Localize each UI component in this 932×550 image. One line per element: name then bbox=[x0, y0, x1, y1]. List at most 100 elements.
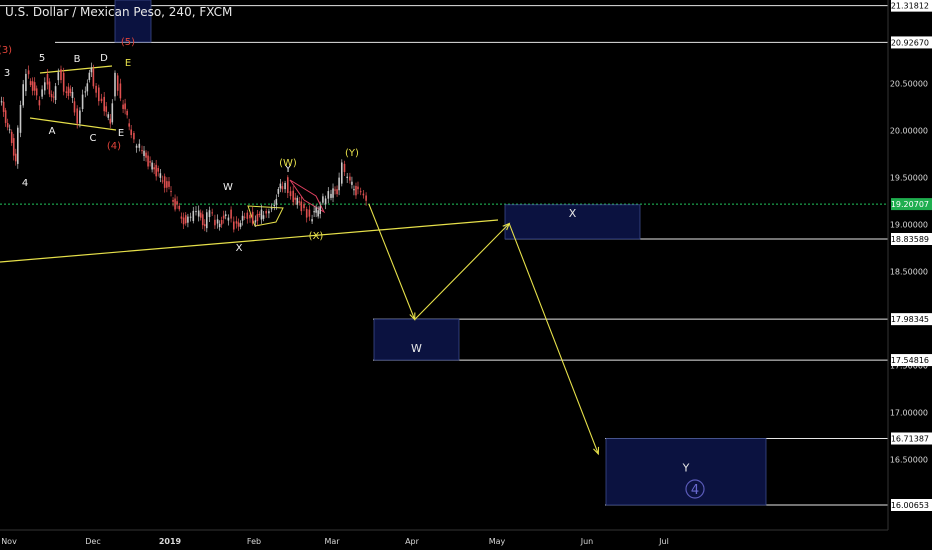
candle-body bbox=[122, 104, 124, 109]
candle-body bbox=[197, 210, 200, 217]
candle-body bbox=[284, 182, 286, 190]
time-tick-label: Feb bbox=[247, 537, 261, 546]
candle-body bbox=[322, 196, 324, 203]
candle-body bbox=[249, 215, 251, 219]
candle-body bbox=[365, 195, 367, 201]
candle-body bbox=[243, 216, 246, 218]
candle-body bbox=[2, 101, 5, 112]
projection-path bbox=[368, 203, 599, 455]
candle-body bbox=[199, 212, 202, 218]
candle-body bbox=[230, 209, 232, 219]
candle-body bbox=[38, 100, 41, 106]
candle-body bbox=[50, 94, 53, 98]
candle-body bbox=[330, 193, 332, 198]
candle-body bbox=[141, 150, 143, 152]
time-tick-label: Apr bbox=[405, 537, 420, 546]
candle-body bbox=[73, 101, 76, 113]
target-zone-label: W bbox=[411, 342, 422, 355]
candle-body bbox=[143, 150, 145, 156]
candle-body bbox=[114, 72, 116, 97]
candle-body bbox=[256, 214, 259, 221]
time-tick-label: Mar bbox=[324, 537, 340, 546]
candle-body bbox=[31, 81, 34, 91]
candle-body bbox=[355, 185, 357, 196]
candle-body bbox=[251, 211, 254, 224]
candle-body bbox=[277, 189, 280, 194]
candle-body bbox=[138, 143, 141, 148]
candle-body bbox=[211, 212, 213, 214]
candle-body bbox=[111, 103, 114, 123]
candle-body bbox=[300, 201, 303, 212]
wave-label: D bbox=[100, 53, 108, 64]
candle-body bbox=[353, 189, 355, 191]
candle-body bbox=[294, 197, 297, 200]
candle-body bbox=[172, 199, 174, 202]
wave-label: C bbox=[90, 133, 97, 144]
candle-body bbox=[81, 94, 84, 110]
long-trendline bbox=[0, 219, 499, 263]
time-tick-label: Jul bbox=[658, 537, 669, 546]
chart-title: U.S. Dollar / Mexican Peso, 240, FXCM bbox=[5, 5, 232, 19]
candle-body bbox=[163, 176, 166, 188]
candle-body bbox=[174, 198, 176, 210]
price-level-badge bbox=[891, 0, 932, 12]
candle-body bbox=[161, 180, 164, 182]
candle-body bbox=[41, 89, 43, 97]
candle-body bbox=[224, 214, 227, 216]
candle-body bbox=[103, 96, 105, 112]
candle-body bbox=[349, 176, 351, 181]
target-zone-label: Y bbox=[682, 462, 690, 475]
candle-body bbox=[29, 81, 32, 86]
candle-body bbox=[336, 189, 338, 195]
candle-body bbox=[311, 219, 313, 222]
candle-body bbox=[147, 155, 149, 167]
candle-body bbox=[265, 210, 267, 214]
wave-label: X bbox=[236, 243, 243, 254]
price-tick-label: 17.50000 bbox=[890, 362, 928, 371]
candle-body bbox=[27, 70, 30, 75]
candle-body bbox=[334, 189, 336, 191]
current-price-badge bbox=[891, 198, 932, 211]
candle-body bbox=[76, 108, 78, 124]
price-level-badge bbox=[891, 354, 932, 367]
candle-body bbox=[246, 212, 249, 219]
candle-body bbox=[166, 181, 168, 188]
candle-body bbox=[178, 205, 181, 210]
candle-body bbox=[60, 69, 62, 81]
candle-body bbox=[79, 110, 81, 124]
target-zone-box bbox=[605, 438, 767, 506]
candle-body bbox=[298, 201, 301, 203]
wave-label: (W) bbox=[279, 158, 297, 169]
candle-body bbox=[12, 138, 15, 156]
candle-body bbox=[10, 131, 13, 144]
candle-body bbox=[324, 198, 327, 205]
wave-label: (4) bbox=[107, 141, 121, 152]
candle-body bbox=[216, 219, 219, 224]
candle-body bbox=[187, 216, 189, 223]
candle-body bbox=[233, 221, 235, 230]
price-level-badge bbox=[891, 233, 932, 245]
candle-body bbox=[182, 217, 185, 225]
candle-body bbox=[195, 211, 197, 213]
candle-body bbox=[327, 191, 330, 199]
candle-body bbox=[157, 168, 159, 172]
price-level-badge bbox=[891, 432, 932, 445]
wave-label: 5 bbox=[39, 53, 45, 64]
target-zone-box bbox=[504, 204, 641, 240]
candle-body bbox=[159, 173, 162, 178]
candle-body bbox=[292, 190, 294, 203]
candle-body bbox=[130, 129, 132, 136]
candle-body bbox=[313, 211, 315, 213]
triangle-lower-line bbox=[29, 117, 117, 131]
candle-body bbox=[57, 72, 60, 81]
candle-body bbox=[46, 74, 49, 85]
candle-body bbox=[19, 104, 22, 133]
candle-body bbox=[170, 191, 172, 193]
candle-body bbox=[168, 181, 170, 187]
candle-body bbox=[107, 114, 110, 118]
wave-degree-badge: 4 bbox=[691, 483, 699, 498]
candle-body bbox=[14, 153, 17, 162]
candle-body bbox=[281, 186, 284, 190]
candle-body bbox=[208, 210, 211, 218]
price-tick-label: 18.50000 bbox=[890, 268, 928, 277]
